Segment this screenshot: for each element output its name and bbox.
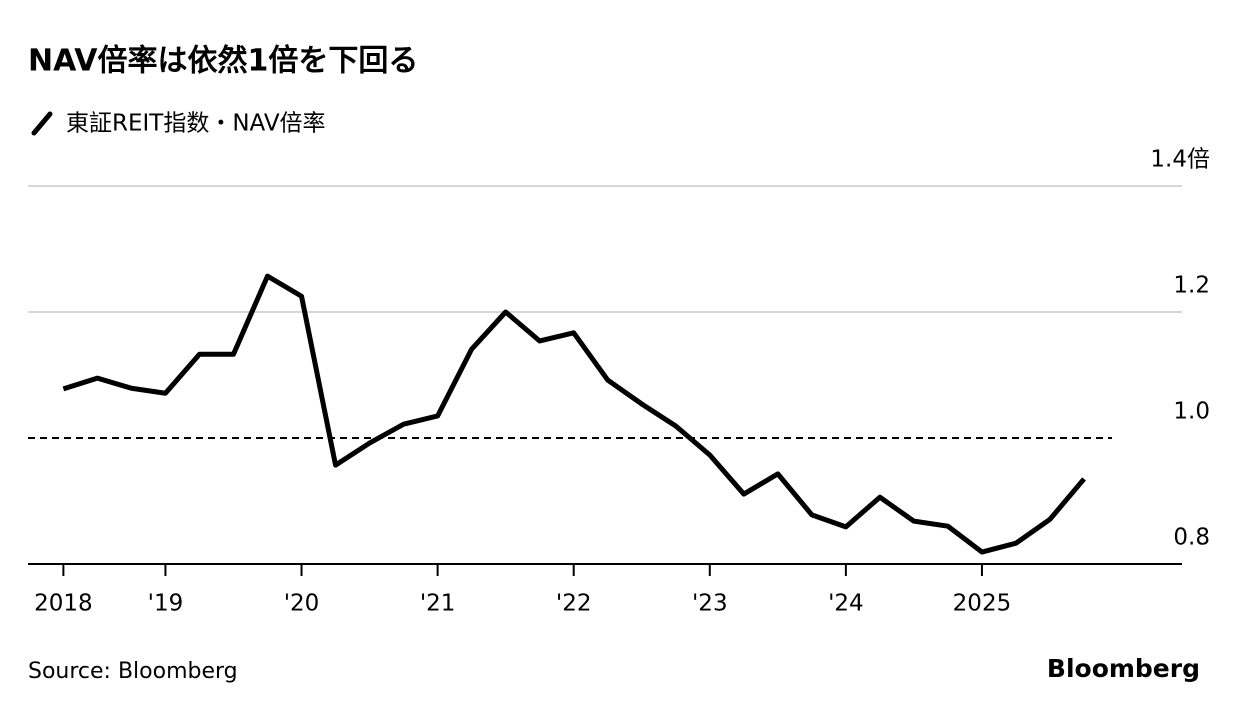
brand: Bloomberg	[1047, 654, 1200, 683]
x-tick-label: '21	[420, 591, 456, 617]
x-tick-label: '24	[828, 591, 864, 617]
y-tick-label: 1.2	[1173, 273, 1210, 299]
x-tick-label: '23	[692, 591, 728, 617]
source: Source: Bloomberg	[28, 659, 238, 684]
legend-swatch	[31, 111, 53, 136]
legend-label: 東証REIT指数・NAV倍率	[66, 111, 326, 137]
y-tick-label: 1.0	[1173, 399, 1210, 425]
x-tick-label: '19	[148, 591, 184, 617]
y-tick-label: 0.8	[1173, 525, 1210, 551]
x-tick-label: 2018	[34, 591, 93, 617]
data-line	[62, 273, 1086, 555]
y-tick-label: 1.4倍	[1150, 147, 1210, 173]
x-tick-label: 2025	[953, 591, 1012, 617]
chart-title: NAV倍率は依然1倍を下回る	[28, 44, 418, 79]
x-tick-label: '20	[284, 591, 320, 617]
x-tick-label: '22	[556, 591, 592, 617]
